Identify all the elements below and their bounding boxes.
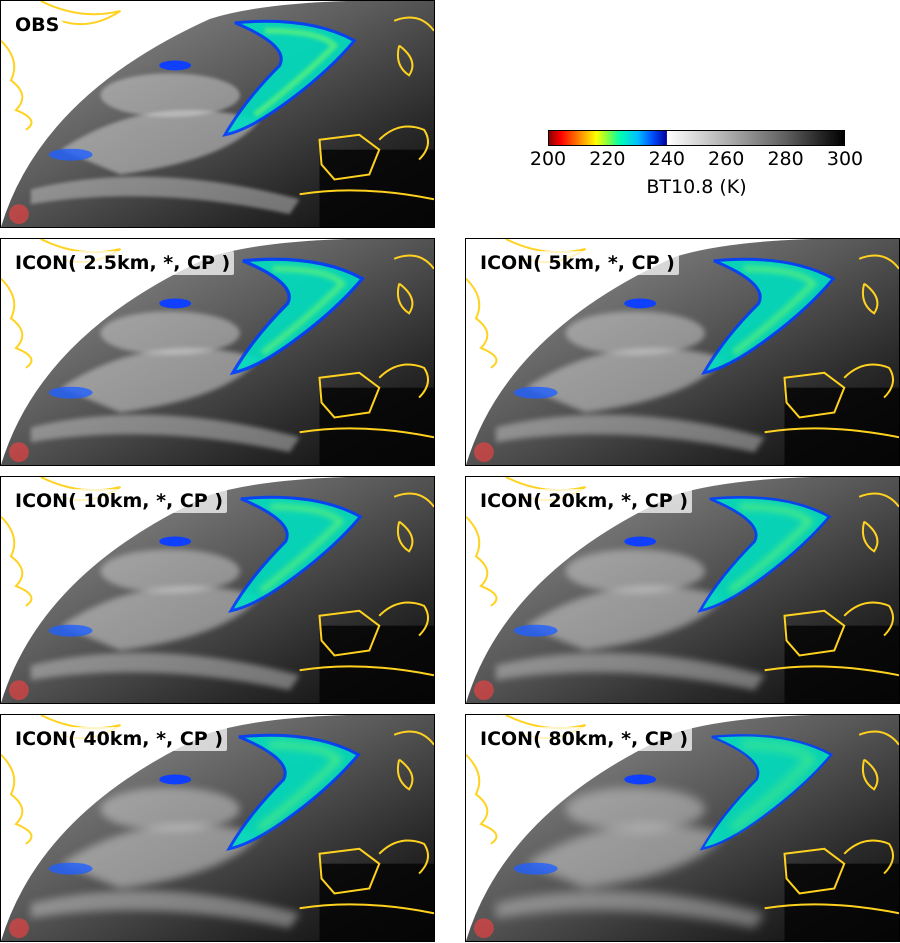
panel-title: ICON( 20km, *, CP ) bbox=[476, 489, 693, 513]
model-image bbox=[466, 239, 899, 465]
panel-icon-40km: ICON( 40km, *, CP ) bbox=[0, 714, 435, 942]
colorbar-label: BT10.8 (K) bbox=[646, 176, 747, 198]
colorbar-tick: 280 bbox=[767, 148, 804, 170]
model-image bbox=[1, 715, 434, 941]
colorbar-ticks: 200 220 240 260 280 300 bbox=[530, 146, 863, 176]
panel-icon-80km: ICON( 80km, *, CP ) bbox=[465, 714, 900, 942]
colorbar-gradient bbox=[548, 130, 845, 146]
panel-icon-10km: ICON( 10km, *, CP ) bbox=[0, 476, 435, 704]
colorbar-tick: 220 bbox=[589, 148, 626, 170]
model-image bbox=[466, 715, 899, 941]
panel-icon-5km: ICON( 5km, *, CP ) bbox=[465, 238, 900, 466]
model-image bbox=[1, 477, 434, 703]
panel-title: ICON( 80km, *, CP ) bbox=[476, 727, 693, 751]
panel-title: OBS bbox=[11, 13, 64, 37]
panel-title: ICON( 5km, *, CP ) bbox=[476, 251, 679, 275]
satellite-image bbox=[1, 1, 434, 227]
panel-title: ICON( 10km, *, CP ) bbox=[11, 489, 228, 513]
colorbar: 200 220 240 260 280 300 BT10.8 (K) bbox=[530, 130, 863, 198]
colorbar-tick: 200 bbox=[529, 148, 567, 170]
model-image bbox=[466, 477, 899, 703]
panel-title: ICON( 2.5km, *, CP ) bbox=[11, 251, 235, 275]
colorbar-tick: 240 bbox=[648, 148, 685, 170]
colorbar-tick: 300 bbox=[826, 148, 864, 170]
panel-title: ICON( 40km, *, CP ) bbox=[11, 727, 228, 751]
colorbar-tick: 260 bbox=[708, 148, 745, 170]
panel-icon-20km: ICON( 20km, *, CP ) bbox=[465, 476, 900, 704]
panel-obs: OBS bbox=[0, 0, 435, 228]
panel-icon-2.5km: ICON( 2.5km, *, CP ) bbox=[0, 238, 435, 466]
